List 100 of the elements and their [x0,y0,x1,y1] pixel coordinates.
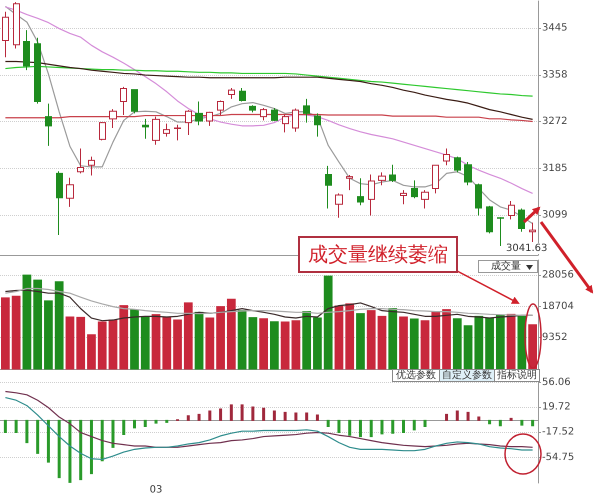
bar [226,298,236,370]
y-tick-label: 3099 [542,210,568,221]
y-tick-label: 3185 [542,163,568,174]
candlestick [13,2,20,50]
bar [456,410,459,421]
bar [33,280,42,370]
y-tick-label: -17.52 [542,426,574,438]
bar [108,320,118,370]
y-tick-label: 56.06 [542,377,571,388]
annotation: 自定义参数 [442,370,492,381]
bar [391,420,394,434]
bar [76,316,86,370]
candlestick [368,174,375,216]
bar [198,414,201,421]
candlestick [56,170,63,236]
bar [316,414,319,421]
candlestick [66,177,74,208]
bar [144,420,147,427]
bar [485,318,494,370]
bar [46,420,50,463]
candlestick [88,156,95,176]
bar [272,410,276,421]
bar [44,300,53,370]
bar [186,415,190,421]
bar [399,316,408,370]
annotation: 指标说明 [497,370,537,381]
annotation: 3041.63 [506,243,548,254]
line-series [4,288,534,316]
candlestick [109,108,117,128]
candlestick [421,190,429,210]
bar [302,311,312,370]
bar [184,302,193,370]
bar [87,334,96,370]
bar [410,318,419,370]
candlestick [2,11,9,58]
y-tick-label: 3358 [542,70,568,81]
bar [251,406,254,421]
bar [12,296,21,370]
bar [165,420,168,423]
bar [466,412,470,421]
candlestick [131,88,138,114]
line-series [4,390,534,448]
candlestick [335,192,343,218]
bar [25,420,28,444]
candlestick [99,122,106,141]
bar [68,420,72,483]
bar [54,281,64,370]
y-tick-label: 3445 [542,22,568,34]
candlestick [77,148,84,174]
bar [378,316,386,370]
bar [22,274,32,370]
line-series [4,66,534,97]
candlestick [475,183,482,216]
bar [370,420,373,438]
x-tick-label: 03 [150,484,162,496]
bar [230,404,233,421]
bar [90,420,93,474]
candlestick [518,208,525,232]
bar [474,316,484,370]
bar [477,416,480,421]
bar [284,412,287,421]
candlestick [357,178,364,206]
y-tick-label: 18704 [542,300,574,312]
candlestick [292,108,299,132]
bar [79,420,82,480]
candlestick [432,164,439,194]
bar [528,324,537,370]
bar [162,316,172,370]
candlestick [249,104,256,113]
bar [194,312,204,370]
bar [498,420,502,426]
bar [14,420,18,434]
bar [488,420,492,424]
line-series [4,396,534,460]
bar [464,325,472,370]
bar [496,314,505,370]
bar [140,316,150,370]
y-tick-label: 19.72 [542,402,571,413]
candlestick [228,88,235,100]
y-tick-label: 9352 [542,332,568,344]
line-series [4,114,534,122]
bar [98,322,107,370]
bar [366,310,376,370]
bar [292,320,300,370]
line-series [4,60,534,120]
bar [58,420,61,478]
bar [111,420,114,448]
candlestick [271,108,278,122]
candlestick [346,174,353,191]
bar [358,420,362,438]
bar [431,312,440,370]
candlestick [325,165,332,210]
candlestick [34,37,41,104]
bar [313,318,322,370]
bar [348,420,352,436]
candlestick [378,172,386,186]
annotation: 优选参数 [396,370,436,381]
bar [66,316,74,370]
bar [240,404,244,421]
bar [337,420,340,434]
